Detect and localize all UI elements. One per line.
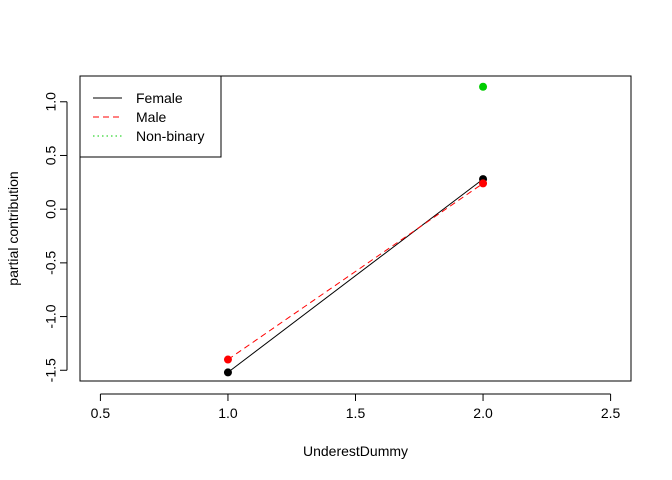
- legend: Female Male Non-binary: [79, 75, 222, 158]
- x-tick-label: 1.5: [346, 405, 366, 421]
- y-tick-label: 0.5: [43, 146, 59, 166]
- x-tick-label: 2.0: [473, 405, 493, 421]
- x-tick-label: 1.0: [218, 405, 238, 421]
- y-tick-label: -0.5: [43, 251, 59, 275]
- y-axis-label: partial contribution: [5, 171, 21, 285]
- x-axis-label: UnderestDummy: [303, 443, 408, 459]
- plot-frame: [79, 75, 632, 382]
- y-axis: -1.5 -1.0 -0.5 0.0 0.5 1.0: [43, 92, 68, 382]
- y-tick-label: -1.5: [43, 358, 59, 382]
- series-line-male: [227, 182, 484, 360]
- y-tick-label: -1.0: [43, 304, 59, 328]
- series-layer: [223, 82, 488, 377]
- data-point-non-binary: [479, 82, 488, 91]
- data-point-male: [479, 179, 488, 188]
- y-tick-label: 1.0: [43, 92, 59, 112]
- data-point-female: [223, 368, 232, 377]
- legend-label: Female: [136, 90, 183, 106]
- data-point-male: [223, 355, 232, 364]
- x-axis: 0.5 1.0 1.5 2.0 2.5: [91, 393, 621, 421]
- x-tick-label: 0.5: [91, 405, 111, 421]
- legend-label: Non-binary: [136, 128, 204, 144]
- series-line-female: [227, 178, 484, 373]
- legend-label: Male: [136, 109, 167, 125]
- y-tick-label: 0.0: [43, 199, 59, 219]
- x-tick-label: 2.5: [601, 405, 621, 421]
